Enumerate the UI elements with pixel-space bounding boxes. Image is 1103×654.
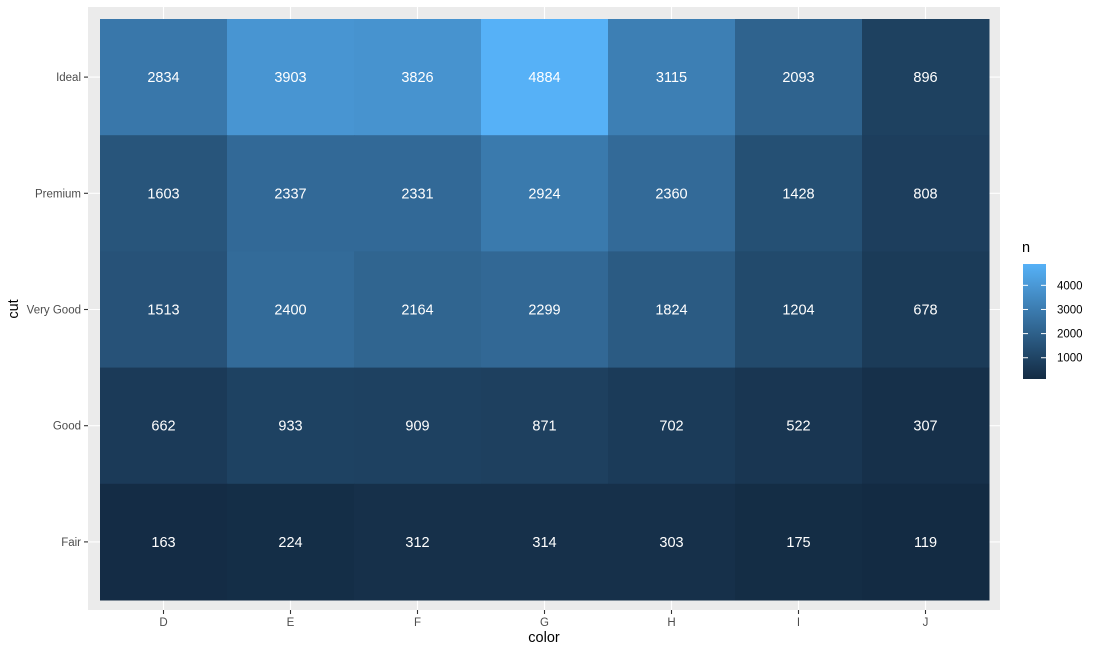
cell-value-label: 1603	[147, 186, 179, 202]
heatmap-cell	[862, 19, 990, 136]
cell-value-label: 2331	[401, 186, 433, 202]
heatmap-cell	[354, 251, 482, 369]
cell-value-label: 119	[914, 535, 937, 551]
cell-value-label: 307	[913, 419, 937, 435]
x-tick-label: E	[287, 617, 295, 629]
heatmap-cell	[862, 367, 990, 485]
heatmap-cell	[227, 19, 355, 136]
cell-value-label: 312	[405, 535, 429, 551]
heatmap-cell	[354, 483, 482, 601]
x-tick-label: F	[414, 617, 421, 629]
cell-value-label: 303	[659, 535, 683, 551]
cell-value-label: 2360	[655, 186, 687, 202]
cell-value-label: 909	[405, 419, 429, 435]
heatmap-cell	[227, 251, 355, 369]
heatmap-cell	[481, 19, 609, 136]
cell-value-label: 163	[151, 535, 175, 551]
heatmap-cell	[354, 19, 482, 136]
y-tick-label: Premium	[35, 188, 81, 200]
heatmap-cell	[481, 483, 609, 601]
cell-value-label: 3903	[274, 70, 306, 86]
heatmap-cells	[100, 19, 990, 601]
cell-value-label: 933	[278, 419, 302, 435]
heatmap-cell	[735, 251, 863, 369]
x-axis: D E F G H I J	[159, 610, 928, 629]
heatmap-cell	[481, 251, 609, 369]
cell-value-label: 1204	[782, 303, 814, 319]
legend-label: 4000	[1057, 280, 1083, 292]
cell-value-label: 1428	[782, 186, 814, 202]
legend-label: 3000	[1057, 304, 1083, 316]
cell-value-label: 4884	[528, 70, 560, 86]
y-tick-label: Fair	[61, 537, 81, 549]
y-axis-title: cut	[6, 299, 22, 318]
heatmap-cell	[227, 367, 355, 485]
y-tick-label: Good	[53, 421, 81, 433]
heatmap-cell	[862, 483, 990, 601]
heatmap-cell	[481, 135, 609, 252]
color-legend: n 1000 2000 3000 4000	[1022, 240, 1083, 379]
legend-title: n	[1022, 240, 1030, 256]
y-tick-label: Very Good	[27, 305, 81, 317]
legend-colorbar	[1023, 264, 1046, 379]
x-tick-label: G	[540, 617, 549, 629]
cell-value-label: 2337	[274, 186, 306, 202]
cell-value-label: 3115	[656, 70, 687, 86]
heatmap-cell	[862, 251, 990, 369]
cell-value-label: 522	[786, 419, 810, 435]
cell-value-label: 2093	[782, 70, 814, 86]
cell-value-label: 678	[913, 303, 937, 319]
heatmap-cell	[354, 135, 482, 252]
x-tick-label: J	[923, 617, 929, 629]
x-tick-label: H	[667, 617, 675, 629]
heatmap-cell	[608, 251, 736, 369]
legend-label: 1000	[1057, 353, 1083, 365]
heatmap-cell	[227, 483, 355, 601]
heatmap-cell	[608, 135, 736, 252]
heatmap-cell	[100, 251, 228, 369]
cell-value-label: 808	[913, 186, 937, 202]
heatmap-cell	[735, 135, 863, 252]
heatmap-cell	[735, 483, 863, 601]
heatmap-cell	[481, 367, 609, 485]
cell-value-label: 3826	[401, 70, 433, 86]
heatmap-cell	[735, 19, 863, 136]
cell-value-label: 2834	[147, 70, 179, 86]
heatmap-cell	[608, 19, 736, 136]
heatmap-cell	[100, 135, 228, 252]
cell-value-label: 175	[786, 535, 810, 551]
cell-value-label: 2164	[401, 303, 433, 319]
heatmap-cell	[608, 367, 736, 485]
heatmap-cell	[354, 367, 482, 485]
cell-value-label: 871	[532, 419, 556, 435]
cell-value-label: 224	[278, 535, 302, 551]
legend-label: 2000	[1057, 329, 1083, 341]
heatmap-cell	[100, 19, 228, 136]
heatmap-cell	[100, 483, 228, 601]
cell-value-label: 1513	[147, 303, 179, 319]
cell-value-label: 1824	[655, 303, 687, 319]
cell-value-label: 2299	[528, 303, 560, 319]
heatmap-cell	[608, 483, 736, 601]
heatmap-cell	[227, 135, 355, 252]
heatmap-cell	[735, 367, 863, 485]
heatmap-cell	[100, 367, 228, 485]
cell-value-label: 702	[659, 419, 683, 435]
cell-value-label: 662	[151, 419, 175, 435]
cell-value-label: 2924	[528, 186, 560, 202]
cell-value-label: 896	[913, 70, 937, 86]
cell-value-label: 314	[532, 535, 556, 551]
x-axis-title: color	[528, 630, 560, 646]
x-tick-label: D	[159, 617, 167, 629]
y-axis: Ideal Premium Very Good Good Fair	[27, 72, 88, 549]
x-tick-label: I	[797, 617, 800, 629]
heatmap-cell	[862, 135, 990, 252]
cell-value-labels: 2834 3903 3826 4884 3115 2093 896 1603 2337 2331 2…	[147, 70, 937, 551]
cell-value-label: 2400	[274, 303, 306, 319]
y-tick-label: Ideal	[56, 72, 81, 84]
